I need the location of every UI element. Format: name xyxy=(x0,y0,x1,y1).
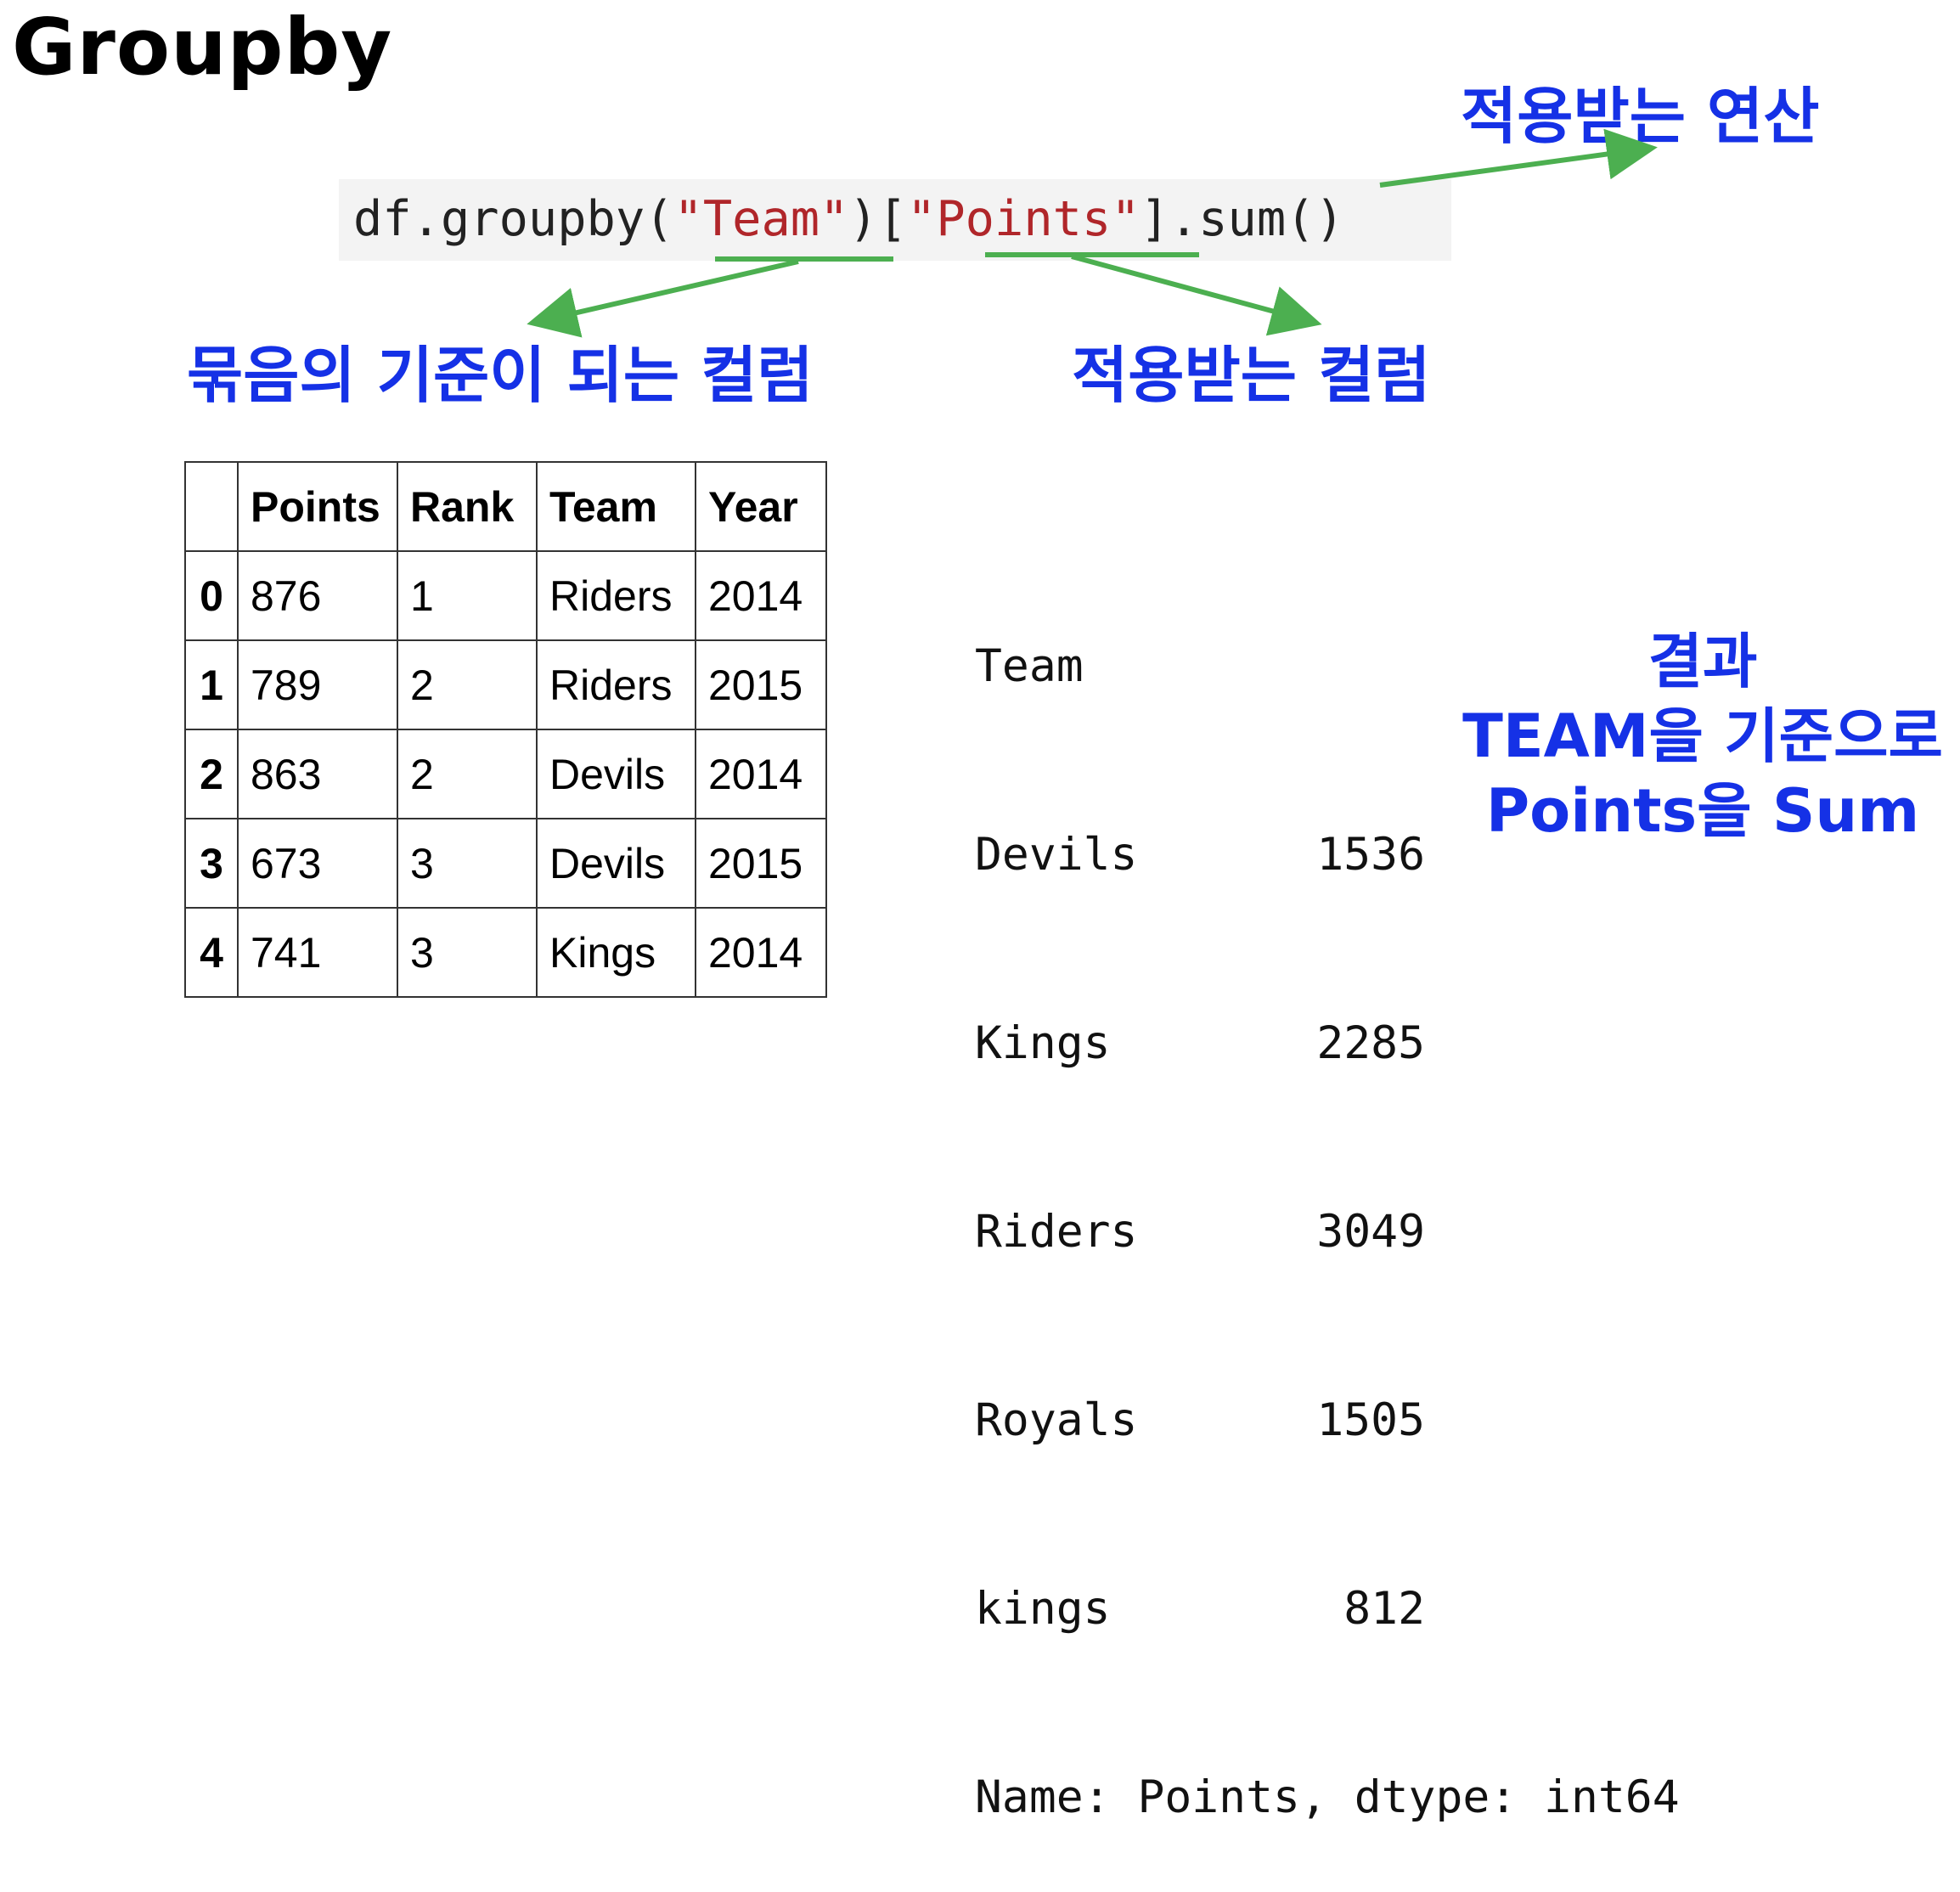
output-sum: 1536 xyxy=(1316,829,1425,881)
group-key-label: 묶음의 기준이 되는 컬럼 xyxy=(187,340,814,411)
header-index xyxy=(184,461,239,552)
output-team: Riders xyxy=(975,1206,1138,1258)
cell-year: 2015 xyxy=(695,818,827,909)
result-label-line2: TEAM을 기준으로 xyxy=(1462,701,1943,771)
code-line: df.groupby("Team")["Points"].sum() xyxy=(353,189,1344,250)
output-sum: 1505 xyxy=(1316,1394,1425,1446)
output-row: Kings 2285 xyxy=(975,1012,1680,1075)
header-rank: Rank xyxy=(397,461,538,552)
cell-team: Devils xyxy=(536,729,696,819)
cell-points: 876 xyxy=(237,550,398,641)
output-footer: Name: Points, dtype: int64 xyxy=(975,1771,1680,1823)
row-index: 4 xyxy=(184,907,239,998)
dataframe-table: Points Rank Team Year 0 876 1 Riders 201… xyxy=(184,461,827,998)
output-team: Royals xyxy=(975,1394,1138,1446)
cell-points: 673 xyxy=(237,818,398,909)
cell-rank: 3 xyxy=(397,907,538,998)
row-index: 1 xyxy=(184,639,239,730)
header-year: Year xyxy=(695,461,827,552)
output-sum: 3049 xyxy=(1316,1206,1425,1258)
output-sum: 812 xyxy=(1343,1583,1425,1635)
page-title: Groupby xyxy=(12,2,393,93)
table-row: 0 876 1 Riders 2014 xyxy=(184,550,827,641)
cell-points: 863 xyxy=(237,729,398,819)
output-header: Team xyxy=(975,640,1084,692)
output-row: Riders 3049 xyxy=(975,1201,1680,1264)
annotation-arrows xyxy=(527,128,1658,338)
row-index: 0 xyxy=(184,550,239,641)
output-team: Kings xyxy=(975,1017,1111,1069)
cell-rank: 1 xyxy=(397,550,538,641)
arrow-to-applied-column-label xyxy=(1071,254,1322,336)
code-block xyxy=(339,179,1451,261)
table-row: 2 863 2 Devils 2014 xyxy=(184,729,827,819)
cell-rank: 2 xyxy=(397,639,538,730)
arrow-to-group-key-label xyxy=(527,259,799,338)
table-header-row: Points Rank Team Year xyxy=(184,461,827,552)
cell-rank: 3 xyxy=(397,818,538,909)
cell-team: Riders xyxy=(536,550,696,641)
table-row: 3 673 3 Devils 2015 xyxy=(184,818,827,909)
output-row: Devils 1536 xyxy=(975,824,1680,887)
table-row: 4 741 3 Kings 2014 xyxy=(184,907,827,998)
arrow-to-operation-label xyxy=(1379,128,1658,188)
cell-year: 2014 xyxy=(695,550,827,641)
code-group-key: "Team" xyxy=(673,191,849,247)
cell-year: 2015 xyxy=(695,639,827,730)
applied-column-label: 적용받는 컬럼 xyxy=(1072,340,1431,411)
code-middle: )[ xyxy=(848,191,908,247)
code-column: "Points" xyxy=(907,191,1141,247)
result-label: 결과 TEAM을 기준으로 Points을 Sum xyxy=(1448,624,1957,848)
cell-team: Riders xyxy=(536,639,696,730)
cell-points: 789 xyxy=(237,639,398,730)
result-label-line1: 결과 xyxy=(1647,627,1758,696)
output-row: kings 812 xyxy=(975,1578,1680,1641)
cell-points: 741 xyxy=(237,907,398,998)
result-label-line3: Points을 Sum xyxy=(1485,776,1920,846)
cell-team: Devils xyxy=(536,818,696,909)
header-team: Team xyxy=(536,461,696,552)
row-index: 2 xyxy=(184,729,239,819)
header-points: Points xyxy=(237,461,398,552)
table-row: 1 789 2 Riders 2015 xyxy=(184,639,827,730)
output-row: Royals 1505 xyxy=(975,1389,1680,1452)
cell-year: 2014 xyxy=(695,907,827,998)
code-suffix: ].sum() xyxy=(1140,191,1344,247)
row-index: 3 xyxy=(184,818,239,909)
output-team: kings xyxy=(975,1583,1111,1635)
code-prefix: df.groupby( xyxy=(353,191,674,247)
cell-year: 2014 xyxy=(695,729,827,819)
output-sum: 2285 xyxy=(1316,1017,1425,1069)
cell-rank: 2 xyxy=(397,729,538,819)
cell-team: Kings xyxy=(536,907,696,998)
output-team: Devils xyxy=(975,829,1138,881)
